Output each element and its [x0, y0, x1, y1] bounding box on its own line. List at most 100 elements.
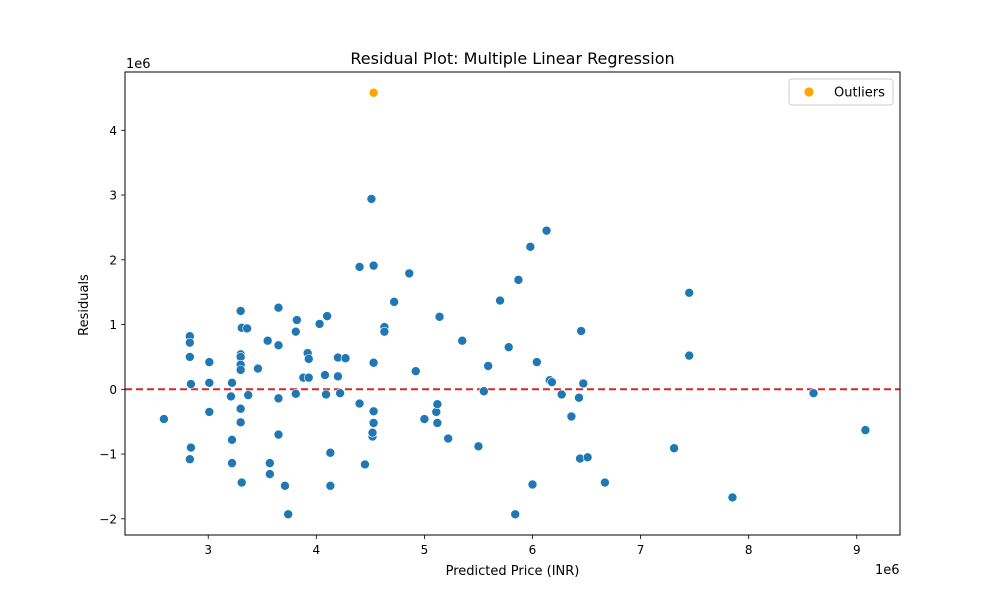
- residual-point: [600, 477, 610, 488]
- residual-point: [186, 379, 196, 389]
- residual-point: [235, 403, 246, 414]
- residual-point: [513, 275, 524, 285]
- residual-point: [527, 479, 538, 490]
- residual-point: [404, 268, 415, 279]
- residual-point: [510, 509, 521, 520]
- residual-point: [532, 357, 542, 367]
- axis-ticks: 3 4 5 6 7 8 9 −2 −1 0 1 2 3 4: [99, 124, 860, 557]
- residual-point: [227, 435, 237, 445]
- residual-point: [253, 363, 263, 374]
- residual-point: [227, 378, 237, 388]
- residual-point: [379, 326, 390, 337]
- y-axis-label: Residuals: [77, 274, 92, 336]
- x-tick-label: 9: [853, 543, 861, 557]
- residual-point: [473, 441, 484, 452]
- y-tick-label: −1: [99, 448, 117, 462]
- residual-point: [292, 315, 302, 325]
- residual-point: [457, 335, 468, 346]
- residual-point: [808, 388, 819, 398]
- x-tick-label: 6: [529, 543, 537, 557]
- residual-point: [432, 418, 443, 428]
- residual-point: [366, 194, 377, 204]
- residual-point: [410, 366, 421, 376]
- residual-point: [495, 295, 505, 306]
- residual-point: [684, 350, 695, 361]
- y-tick-label: 1: [109, 318, 117, 332]
- residual-point: [727, 492, 738, 503]
- residual-point: [321, 389, 331, 400]
- legend: Outliers: [788, 78, 894, 106]
- residual-point: [340, 353, 351, 364]
- residual-point: [574, 392, 584, 403]
- x-tick-label: 3: [204, 543, 212, 557]
- residual-point: [432, 399, 443, 409]
- y-tick-label: 3: [109, 189, 117, 203]
- residual-point: [242, 323, 252, 334]
- x-axis-label: Predicted Price (INR): [446, 564, 580, 579]
- residual-point: [303, 372, 314, 383]
- x-tick-label: 8: [745, 543, 753, 557]
- residual-point: [479, 386, 489, 397]
- legend-box: [788, 78, 894, 106]
- residual-point: [204, 378, 215, 388]
- residual-point: [566, 411, 577, 422]
- legend-label-outliers: Outliers: [834, 86, 885, 101]
- residual-point: [290, 326, 301, 337]
- residual-point: [354, 398, 365, 409]
- x-tick-label: 4: [312, 543, 320, 557]
- residual-point: [368, 406, 379, 417]
- residual-point: [204, 357, 215, 367]
- residual-point: [235, 365, 246, 375]
- y-axis-offset-label: 1e6: [126, 57, 151, 72]
- residual-point: [368, 260, 379, 271]
- residual-point: [235, 417, 246, 428]
- residual-point: [227, 458, 237, 468]
- y-tick-label: −2: [99, 512, 117, 526]
- legend-marker-outliers: [803, 86, 815, 98]
- residual-point: [273, 302, 284, 313]
- residual-point: [303, 354, 314, 364]
- residual-point: [389, 297, 399, 307]
- x-tick-label: 7: [637, 543, 645, 557]
- residual-point: [314, 319, 325, 329]
- residual-point: [159, 414, 169, 424]
- residual-point: [503, 342, 514, 353]
- residual-point: [556, 389, 567, 400]
- residual-point: [290, 389, 301, 399]
- residual-point: [335, 388, 345, 398]
- residual-point: [273, 393, 284, 404]
- residual-point: [525, 242, 536, 252]
- residual-point: [185, 352, 195, 362]
- residual-point: [325, 447, 336, 458]
- outlier-point: [368, 87, 379, 98]
- y-tick-label: 2: [109, 253, 117, 267]
- y-tick-label: 4: [109, 124, 117, 138]
- residual-point: [273, 340, 284, 351]
- residual-point: [360, 459, 370, 470]
- residual-point: [325, 480, 336, 491]
- residual-point: [265, 469, 275, 479]
- residual-point: [541, 225, 552, 236]
- residual-point: [320, 370, 330, 380]
- chart-title: Residual Plot: Multiple Linear Regressio…: [350, 49, 674, 68]
- residual-point: [354, 262, 365, 272]
- residual-point: [273, 429, 284, 440]
- residual-point: [236, 477, 247, 488]
- residual-point: [368, 418, 379, 428]
- data-points: [159, 87, 871, 520]
- residual-point: [860, 425, 871, 435]
- residual-point: [578, 378, 589, 389]
- residual-point: [483, 361, 493, 371]
- residual-point: [235, 306, 246, 316]
- y-tick-label: 0: [109, 383, 117, 397]
- residual-point: [265, 458, 275, 468]
- residual-point: [547, 377, 557, 387]
- x-tick-label: 5: [421, 543, 429, 557]
- residual-point: [283, 509, 294, 520]
- residual-point: [434, 311, 445, 322]
- residual-point: [582, 452, 593, 463]
- residual-point: [684, 288, 695, 298]
- residual-point: [333, 371, 343, 382]
- residual-point: [576, 326, 586, 336]
